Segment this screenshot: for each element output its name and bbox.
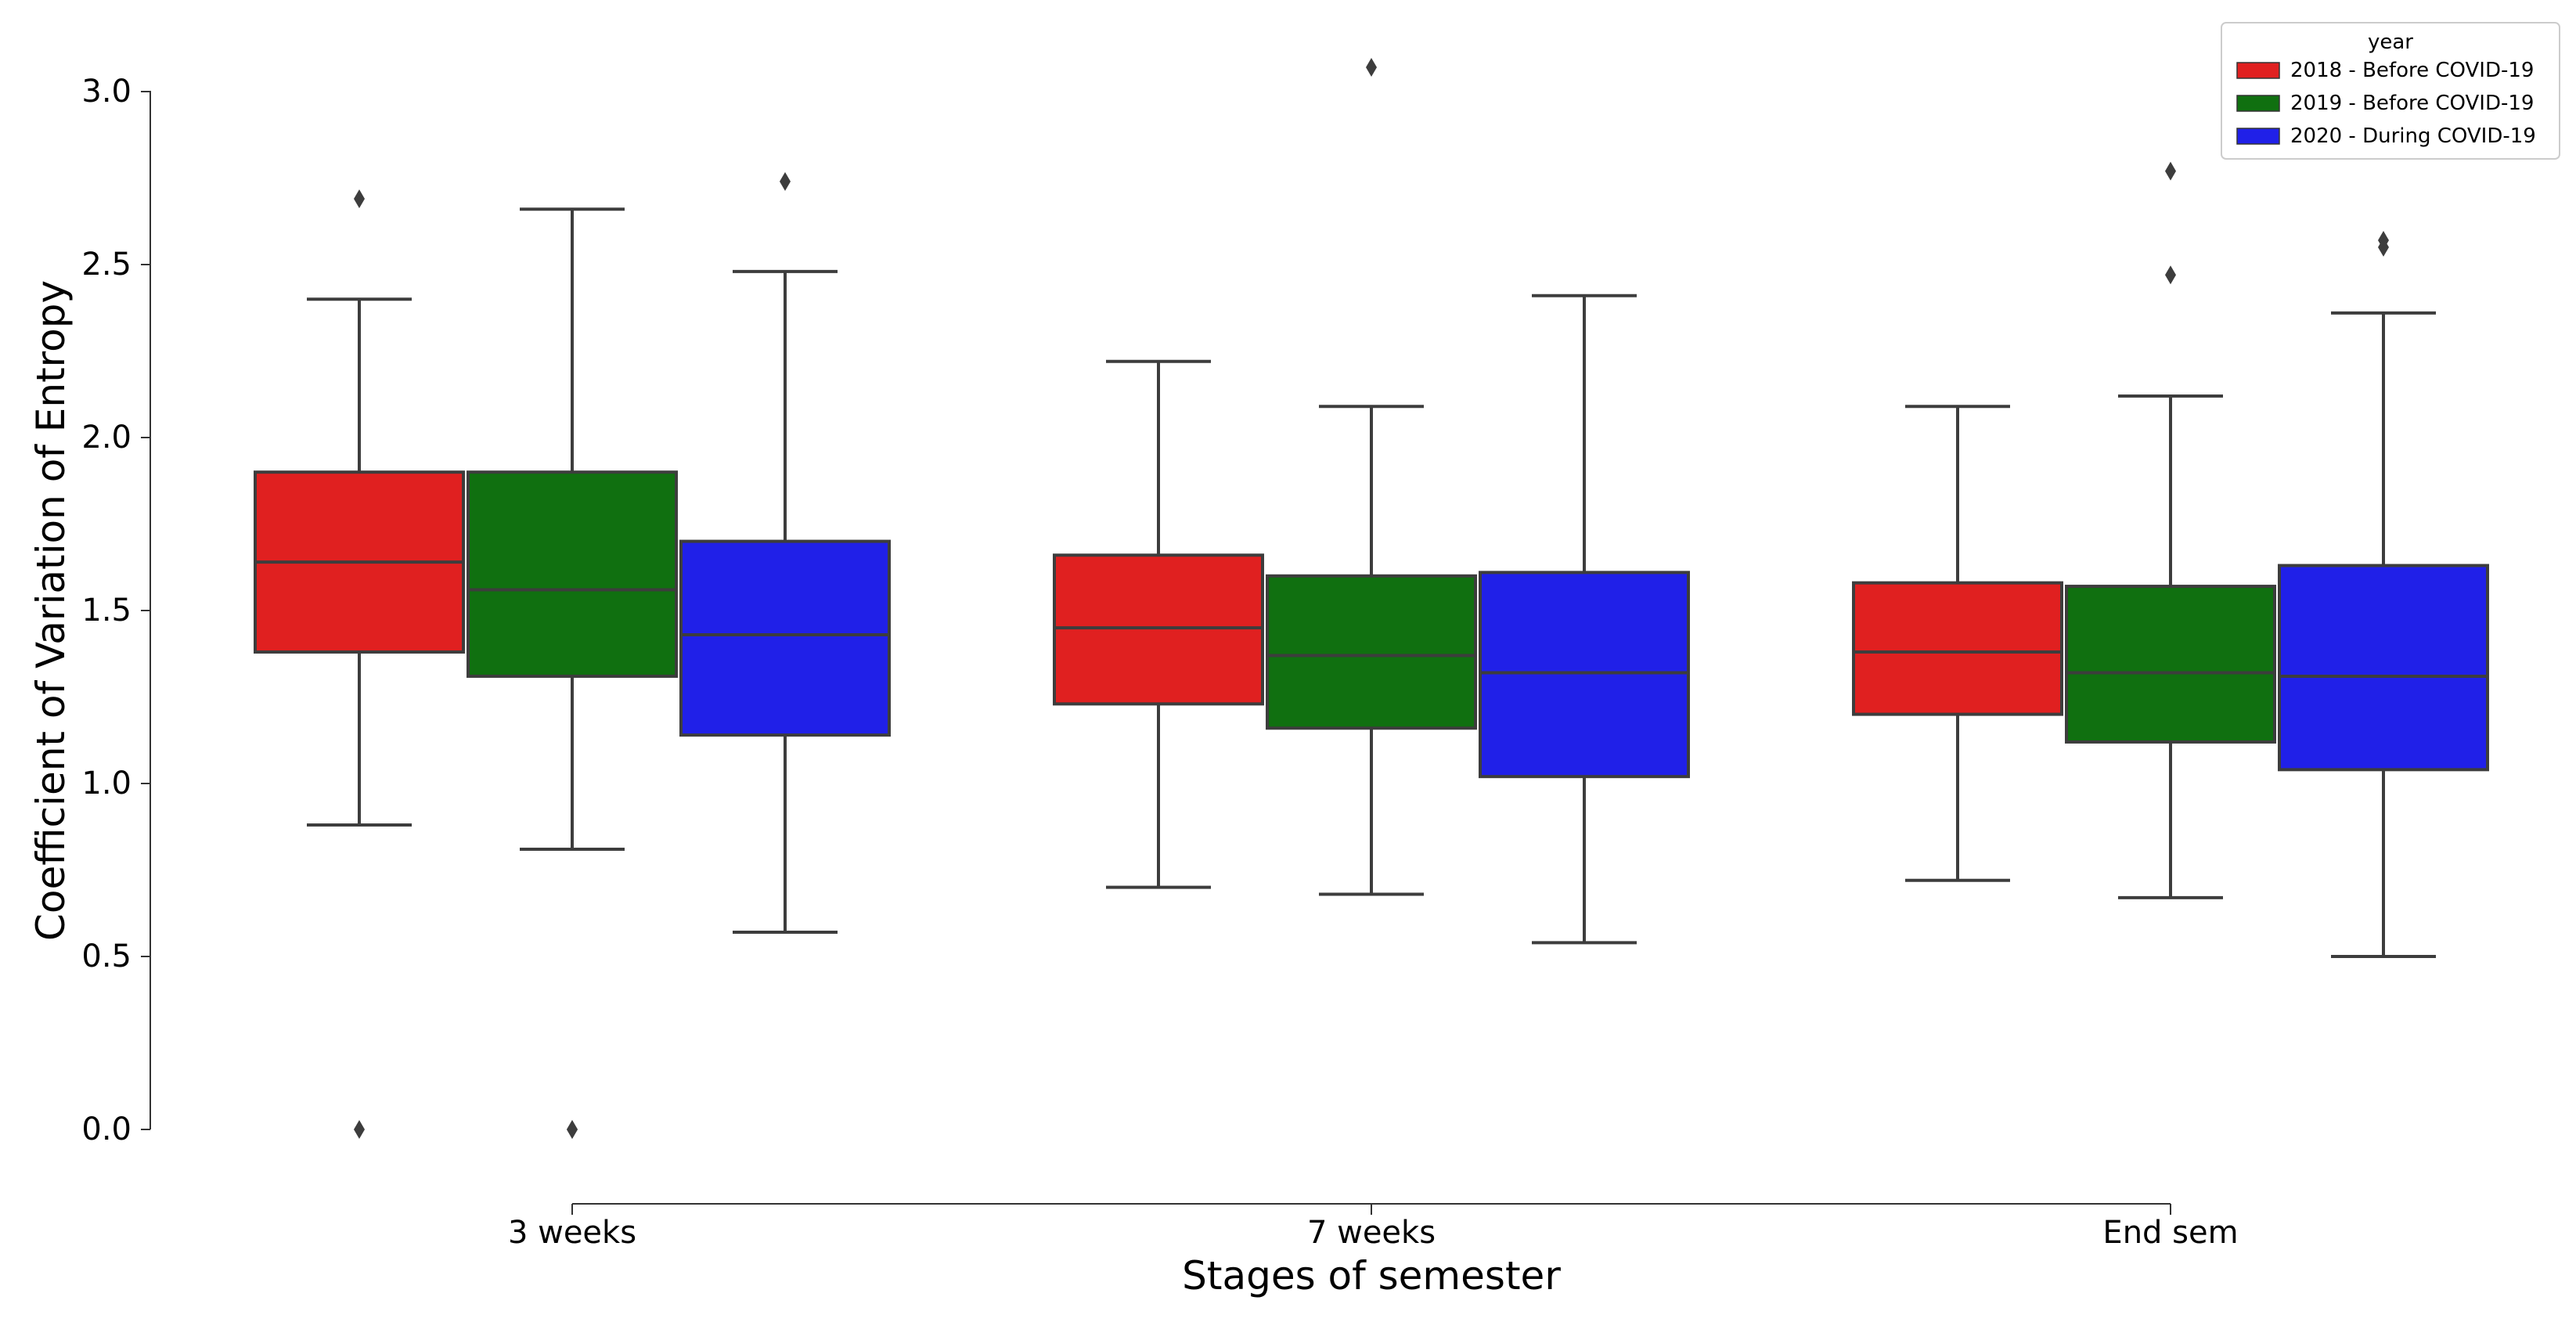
x-axis-label: Stages of semester [1182,1253,1561,1299]
box-0-0 [254,189,465,1139]
y-tick-label: 3.0 [81,74,132,110]
legend-swatch [2236,62,2280,79]
x-axis: 3 weeks 7 weeks End sem [508,1203,2239,1251]
outlier-point [567,1120,578,1139]
legend-title: year [2368,31,2413,54]
x-tick-label: End sem [2102,1215,2238,1251]
box-2-0 [679,171,891,935]
outlier-point [354,1120,365,1139]
outlier-point [354,189,365,209]
y-axis-label: Coefficient of Variation of Entropy [28,280,74,941]
legend-entry-label: 2019 - Before COVID-19 [2290,92,2534,115]
box-0-2 [1852,405,2063,882]
box-iqr [1266,574,1477,730]
box-iqr [467,470,678,678]
box-2-1 [1479,294,1690,945]
y-tick-label: 2.0 [81,420,132,456]
box-1-0 [467,207,678,1139]
box-iqr [1852,581,2063,716]
outlier-point [2378,237,2389,257]
legend: year 2018 - Before COVID-19 2019 - Before… [2221,22,2560,160]
box-2-2 [2278,231,2489,958]
outlier-point [780,171,791,191]
box-1-1 [1266,58,1477,896]
x-tick-label: 7 weeks [1307,1215,1436,1251]
y-tick-label: 2.5 [81,247,132,283]
y-tick-label: 0.5 [81,938,132,974]
legend-entry-label: 2018 - Before COVID-19 [2290,59,2534,82]
legend-entry-label: 2020 - During COVID-19 [2290,124,2536,148]
legend-swatch [2236,95,2280,112]
box-iqr [1053,553,1264,706]
legend-swatch [2236,128,2280,145]
box-iqr [2278,564,2489,772]
outlier-point [2165,161,2176,181]
y-tick-label: 1.0 [81,765,132,801]
box-iqr [2065,585,2276,744]
box-iqr [1479,571,1690,779]
box-iqr [679,539,891,737]
box-1-2 [2065,161,2276,899]
x-tick-label: 3 weeks [508,1215,636,1251]
box-0-1 [1053,359,1264,889]
boxes-layer [254,58,2489,1139]
legend-frame [2221,22,2560,160]
outlier-point [2165,265,2176,285]
y-tick-label: 1.5 [81,593,132,629]
outlier-point [1366,58,1377,77]
y-axis: 0.0 0.5 1.0 1.5 2.0 2.5 3.0 [81,74,151,1147]
y-tick-label: 0.0 [81,1111,132,1147]
